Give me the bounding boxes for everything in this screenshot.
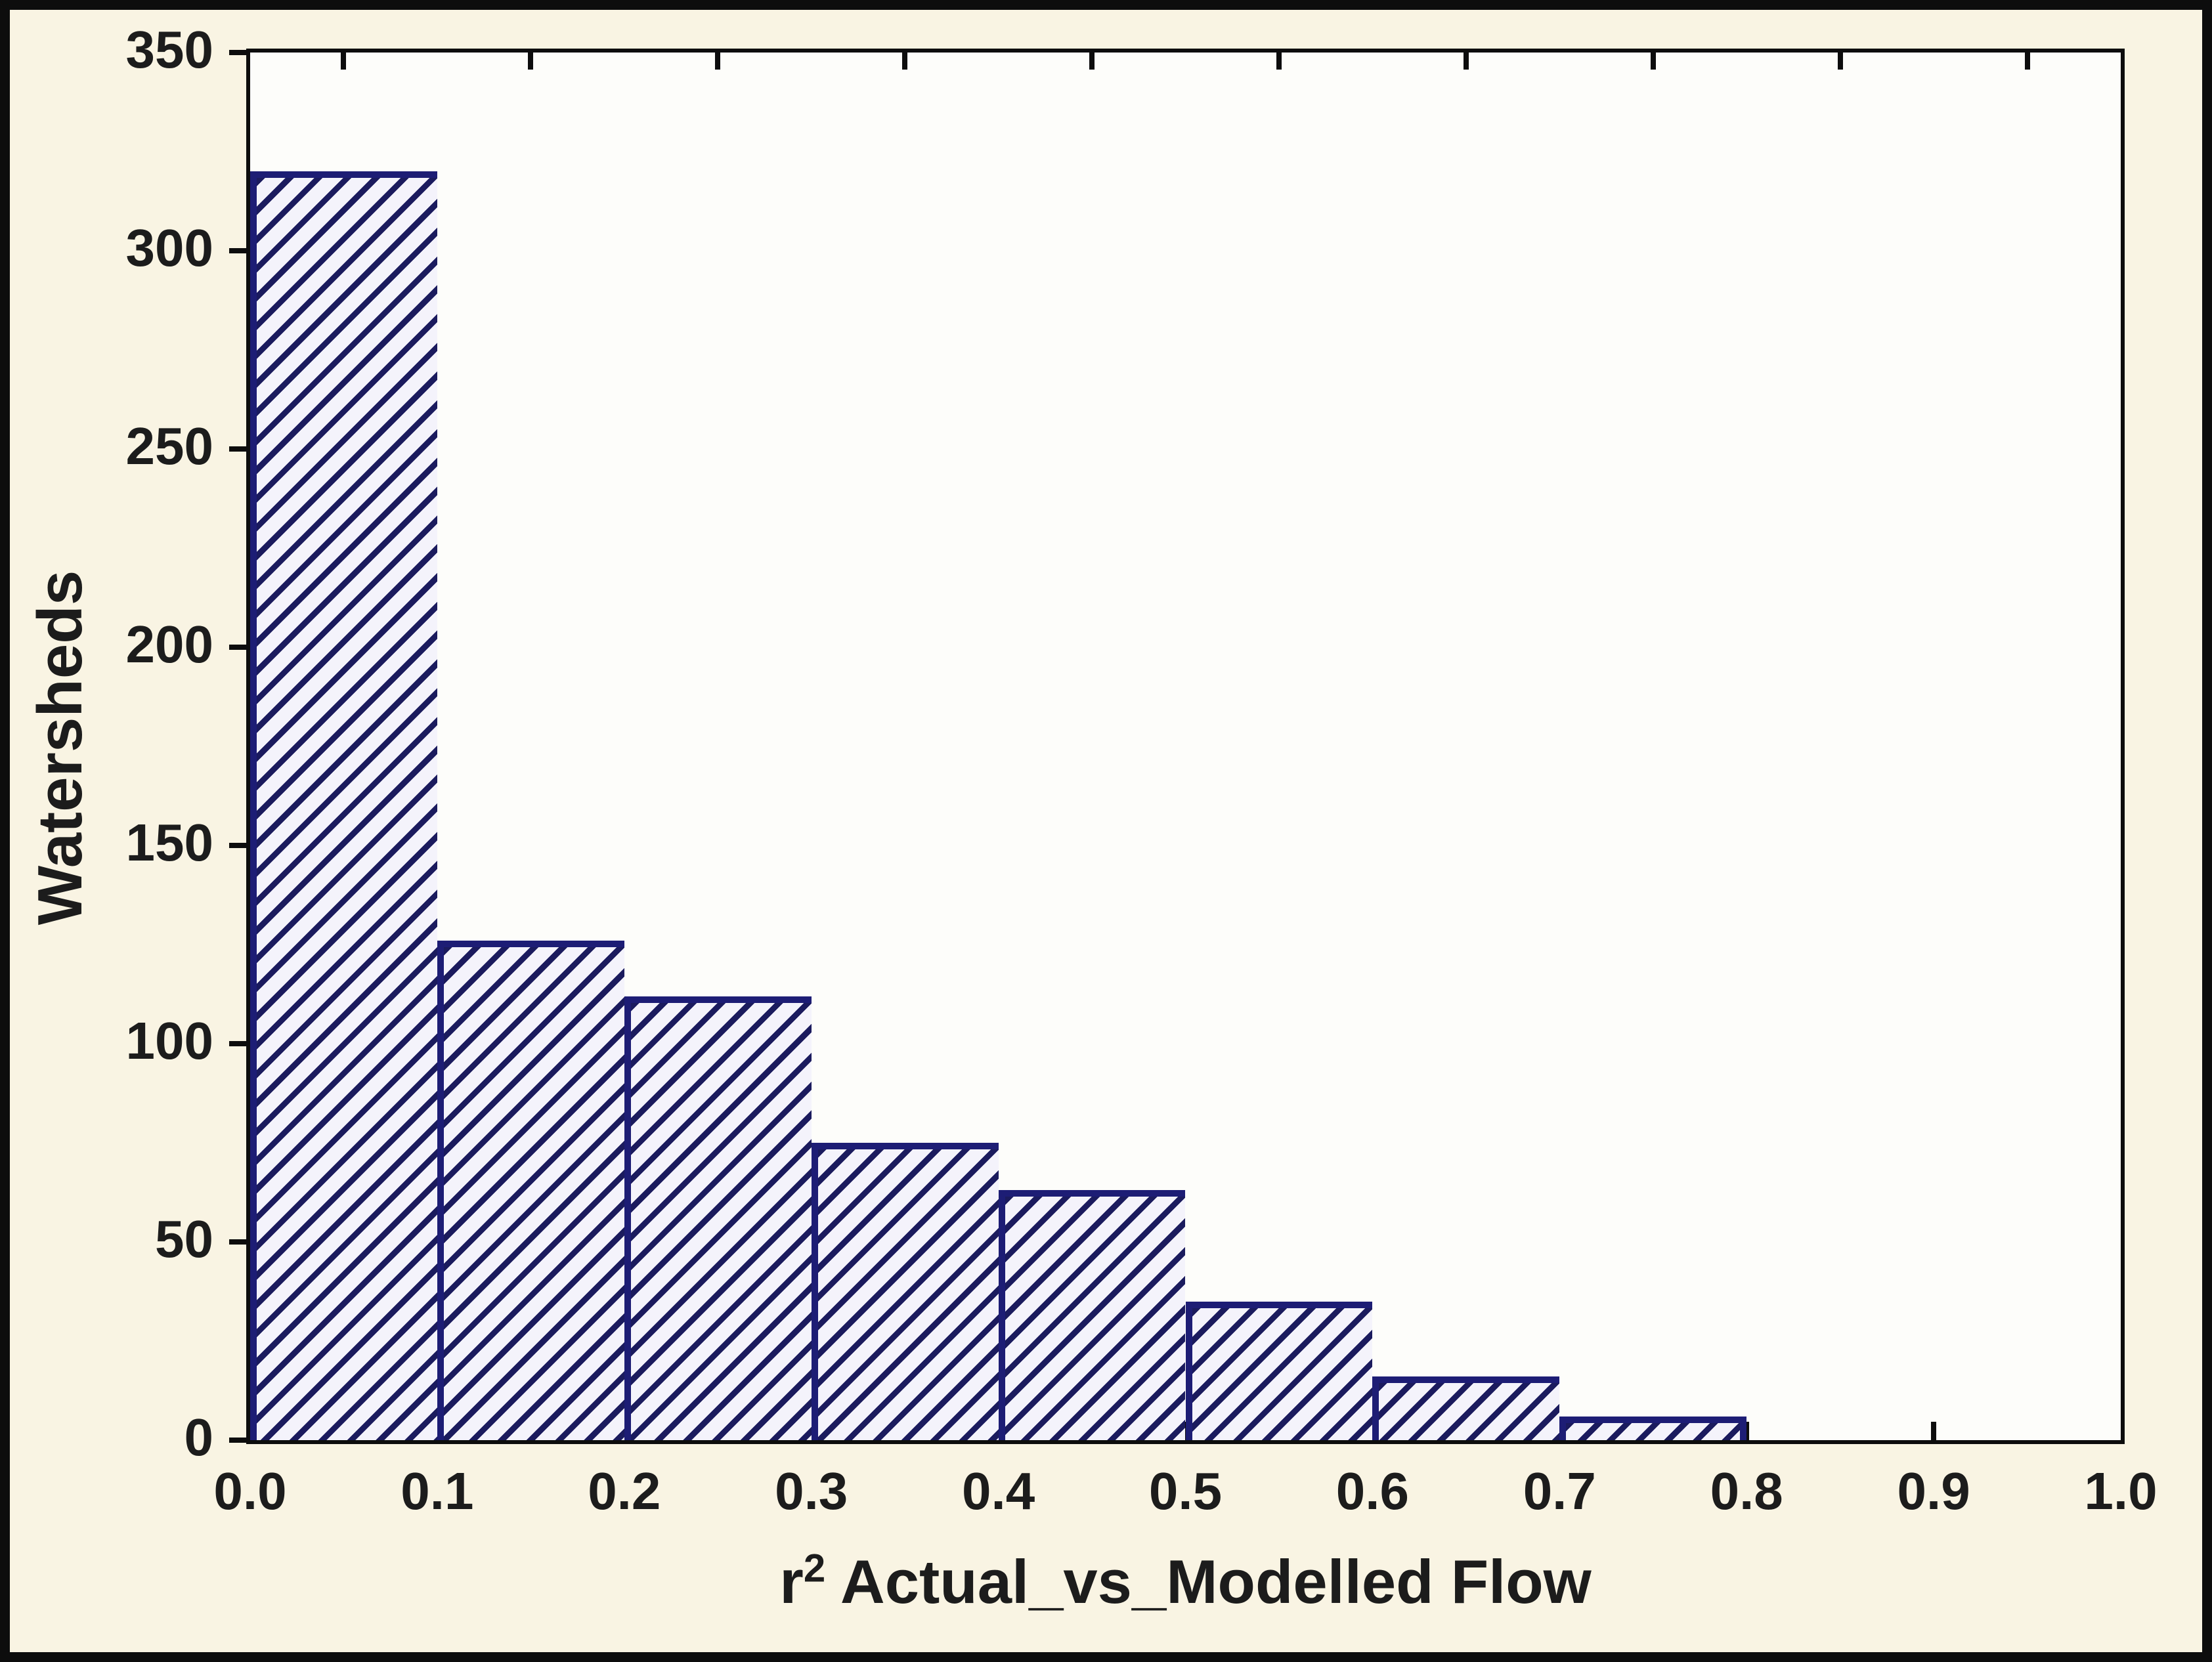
top-axis-tick bbox=[1276, 53, 1282, 70]
x-tick-label: 0.3 bbox=[775, 1462, 848, 1520]
y-axis-tick bbox=[229, 1239, 246, 1245]
y-axis-tick bbox=[229, 843, 246, 848]
top-axis-tick bbox=[2024, 53, 2030, 70]
y-tick-label: 100 bbox=[125, 1012, 213, 1070]
y-axis-tick bbox=[229, 645, 246, 650]
top-axis-tick bbox=[1650, 53, 1656, 70]
x-tick-label: 0.7 bbox=[1523, 1462, 1596, 1520]
x-tick-label: 1.0 bbox=[2084, 1462, 2158, 1520]
histogram-bar bbox=[1185, 1301, 1373, 1440]
histogram-bar bbox=[250, 171, 437, 1440]
x-tick-label: 0.2 bbox=[588, 1462, 661, 1520]
y-tick-label: 150 bbox=[125, 813, 213, 872]
y-tick-label: 0 bbox=[184, 1408, 214, 1466]
x-tick-label: 0.5 bbox=[1148, 1462, 1223, 1520]
x-tick-label: 0.8 bbox=[1710, 1462, 1783, 1520]
x-axis-title: r2 Actual_vs_Modelled Flow bbox=[246, 1546, 2125, 1617]
histogram-bar bbox=[1559, 1416, 1747, 1440]
x-axis-tick bbox=[1744, 1422, 1750, 1440]
x-axis-title-base: r bbox=[779, 1547, 804, 1616]
y-tick-label: 250 bbox=[125, 417, 213, 475]
y-tick-label: 300 bbox=[125, 219, 213, 277]
top-axis-tick bbox=[902, 53, 908, 70]
y-axis-tick bbox=[229, 50, 246, 55]
top-axis-tick bbox=[715, 53, 721, 70]
y-tick-label: 200 bbox=[125, 615, 213, 673]
histogram-bar bbox=[998, 1190, 1186, 1440]
x-axis-title-rest: Actual_vs_Modelled Flow bbox=[825, 1547, 1592, 1616]
top-axis-tick bbox=[1463, 53, 1469, 70]
histogram-bar bbox=[811, 1143, 999, 1440]
y-axis-tick bbox=[229, 1041, 246, 1046]
histogram-bar bbox=[1372, 1376, 1560, 1440]
x-axis-title-superscript: 2 bbox=[803, 1546, 826, 1590]
y-axis-tick bbox=[229, 1438, 246, 1443]
y-tick-label: 50 bbox=[155, 1210, 213, 1268]
x-axis-tick bbox=[1931, 1422, 1937, 1440]
histogram-bar bbox=[437, 940, 624, 1440]
top-axis-tick bbox=[1837, 53, 1843, 70]
top-axis-tick bbox=[341, 53, 347, 70]
y-axis-tick bbox=[229, 446, 246, 452]
x-tick-label: 0.4 bbox=[961, 1462, 1035, 1520]
y-axis-tick bbox=[229, 248, 246, 253]
top-axis-tick bbox=[1089, 53, 1095, 70]
x-tick-label: 0.9 bbox=[1897, 1462, 1970, 1520]
x-tick-label: 0.6 bbox=[1335, 1462, 1409, 1520]
histogram-bar bbox=[624, 996, 812, 1440]
x-tick-label: 0.0 bbox=[213, 1462, 287, 1520]
x-tick-label: 0.1 bbox=[401, 1462, 474, 1520]
top-axis-tick bbox=[528, 53, 534, 70]
y-tick-label: 350 bbox=[125, 20, 213, 79]
